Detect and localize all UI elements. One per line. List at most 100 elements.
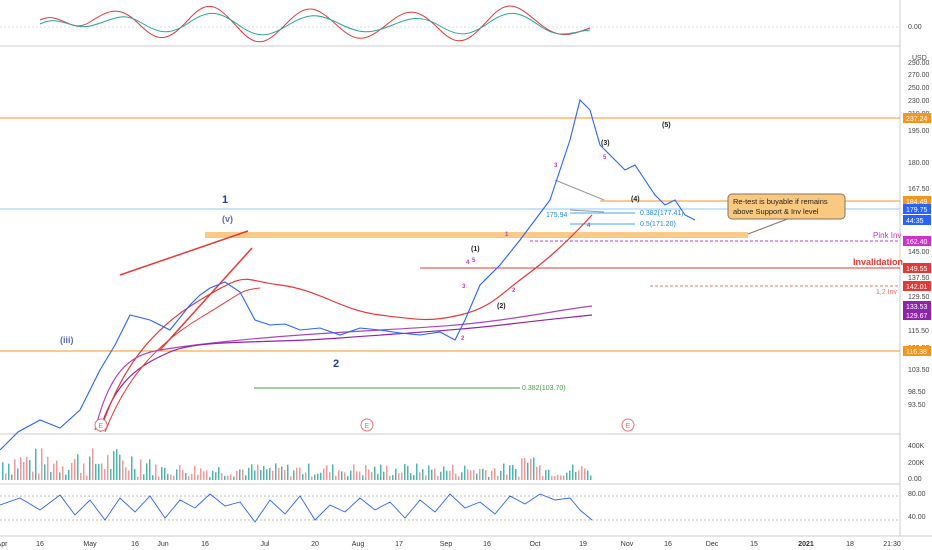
price-tag-6: 142.01 — [903, 281, 931, 291]
price-tick-7: 167.50 — [908, 186, 930, 193]
volume-bar — [254, 470, 256, 480]
top-indicator-panel: 0.00 — [0, 5, 922, 43]
volume-bar — [77, 454, 79, 480]
volume-bar — [503, 463, 505, 480]
volume-bar — [263, 465, 265, 480]
volume-bar — [311, 476, 313, 480]
volume-bar — [365, 465, 367, 480]
callout-line-1: Re-test is buyable if remains — [733, 197, 828, 206]
price-tick-13: 115.50 — [908, 328, 929, 335]
callout-box[interactable]: Re-test is buyable if remains above Supp… — [727, 193, 846, 235]
volume-bar — [248, 467, 250, 480]
volume-bar — [527, 462, 529, 480]
volume-bar — [356, 471, 358, 480]
x-tick-16: Dec — [706, 541, 719, 548]
volume-bar — [170, 474, 172, 480]
x-tick-6: Jul — [261, 541, 270, 548]
price-tag-4: 162.40 — [903, 236, 931, 246]
volume-bar — [68, 469, 70, 480]
earnings-marker-2[interactable]: E — [360, 418, 374, 432]
svg-text:44:35: 44:35 — [906, 218, 924, 225]
volume-bar — [236, 470, 238, 480]
volume-bar — [305, 472, 307, 480]
volume-bar — [56, 460, 58, 480]
volume-bar — [2, 462, 4, 480]
volume-bar — [461, 472, 463, 480]
volume-bar — [530, 458, 532, 480]
earnings-marker-1[interactable]: E — [94, 418, 108, 432]
price-tag-1: 184.49 — [903, 196, 931, 206]
volume-bar — [500, 470, 502, 480]
volume-bar — [524, 458, 526, 480]
volume-bar — [542, 476, 544, 480]
volume-bar — [497, 475, 499, 480]
volume-bar — [536, 466, 538, 480]
volume-bar — [11, 474, 13, 480]
volume-bar — [341, 471, 343, 480]
volume-bar — [35, 448, 37, 480]
volume-bar — [545, 470, 547, 480]
wave-mag-5: 5 — [603, 155, 607, 161]
price-axis: 290.00270.00250.00230.00210.00195.00180.… — [908, 60, 930, 409]
volume-bar — [224, 475, 226, 480]
volume-bar — [434, 468, 436, 480]
volume-bar — [326, 465, 328, 480]
volume-bar — [383, 471, 385, 480]
volume-bar — [578, 470, 580, 480]
price-tag-2: 179.75 — [903, 204, 931, 214]
wave-black-2: (2) — [497, 303, 506, 310]
svg-text:116.38: 116.38 — [906, 349, 927, 356]
volume-bar — [212, 470, 214, 480]
volume-bar — [296, 467, 298, 480]
wave-black-1: (1) — [471, 246, 480, 253]
volume-bar — [110, 468, 112, 480]
volume-bar — [83, 463, 85, 480]
price-axis-currency: USD — [912, 55, 927, 62]
volume-bar — [188, 476, 190, 480]
volume-bar — [392, 475, 394, 480]
volume-bar — [41, 448, 43, 480]
volume-bar — [245, 475, 247, 480]
volume-bar — [512, 465, 514, 480]
top-indicator-line-red — [39, 5, 591, 43]
volume-bar — [551, 475, 553, 480]
volume-bar — [89, 456, 91, 480]
price-tag-0: 237.24 — [903, 113, 931, 123]
x-tick-2: May — [83, 541, 97, 548]
label-fib-low: 0.382(103.70) — [522, 385, 566, 392]
callout-rect — [727, 193, 846, 220]
volume-bar — [404, 464, 406, 480]
x-tick-10: Sep — [440, 541, 453, 548]
volume-bar — [47, 456, 49, 480]
price-tick-3: 230.00 — [908, 98, 930, 105]
price-tick-1: 270.00 — [908, 72, 930, 79]
callout-line-2: above Support & Inv level — [733, 207, 819, 216]
volume-bar — [491, 470, 493, 480]
x-tick-0: Apr — [0, 541, 8, 548]
volume-bar — [284, 469, 286, 480]
price-tick-9: 145.00 — [908, 249, 930, 256]
volume-bar — [347, 476, 349, 480]
volume-bar — [377, 473, 379, 480]
volume-bar — [395, 468, 397, 480]
svg-text:E: E — [365, 423, 370, 430]
volume-bar — [338, 470, 340, 480]
wave-black-5: (5) — [662, 122, 671, 129]
volume-bar — [116, 449, 118, 480]
volume-bar — [464, 465, 466, 480]
volume-bar — [470, 470, 472, 480]
volume-bar — [308, 463, 310, 480]
wave-blue-iii: (iii) — [60, 335, 74, 345]
price-tag-7: 133.53 — [903, 301, 931, 311]
rsi-tick-40: 40.00 — [908, 514, 926, 521]
volume-bar — [107, 454, 109, 480]
price-tag-8: 129.67 — [903, 310, 931, 320]
volume-bar — [422, 469, 424, 480]
earnings-marker-3[interactable]: E — [621, 418, 635, 432]
volume-bar — [143, 474, 145, 480]
svg-text:E: E — [626, 423, 631, 430]
volume-bar — [269, 468, 271, 480]
x-tick-19: 18 — [846, 541, 854, 548]
